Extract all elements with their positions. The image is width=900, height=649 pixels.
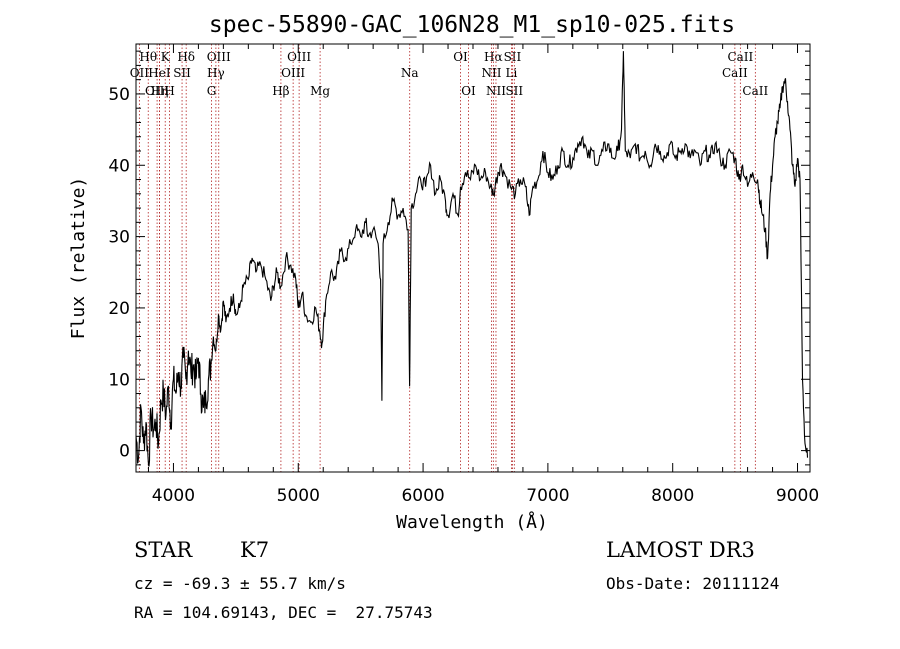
axis-ticks: 4000 5000 6000 7000 8000 9000 0 10 20 30 40 50: [108, 44, 819, 506]
line-marker-label-10: Hγ: [207, 66, 225, 80]
x-tick-label-2: 6000: [401, 486, 444, 506]
line-marker-label-21: NII: [481, 66, 501, 80]
line-marker-label-0: Hθ: [139, 50, 157, 64]
coordinates: RA = 104.69143, DEC = 27.75743: [134, 603, 433, 622]
line-marker-label-13: OIII: [281, 66, 305, 80]
x-tick-label-0: 4000: [152, 486, 195, 506]
line-marker-label-22: Li: [506, 66, 518, 80]
y-axis-label: Flux (relative): [68, 177, 89, 340]
line-marker-label-27: CaII: [742, 84, 768, 98]
observation-date: Obs-Date: 20111124: [606, 574, 780, 593]
object-class: STAR: [134, 538, 193, 562]
line-marker-label-17: OI: [453, 50, 468, 64]
x-tick-label-3: 7000: [526, 486, 569, 506]
flux-series: [135, 51, 809, 467]
line-marker-label-18: OI: [461, 84, 476, 98]
y-tick-label-4: 40: [108, 156, 130, 176]
x-axis-label: Wavelength (Å): [396, 511, 548, 533]
line-marker-label-23: NII: [486, 84, 506, 98]
plot-frame: [135, 43, 811, 473]
line-marker-label-8: SII: [173, 66, 191, 80]
survey-name: LAMOST DR3: [606, 538, 755, 562]
line-marker-label-4: K: [161, 50, 171, 64]
line-marker-label-12: OIII: [287, 50, 311, 64]
x-tick-label-5: 9000: [776, 486, 819, 506]
chart-title: spec-55890-GAC_106N28_M1_sp10-025.fits: [209, 12, 735, 38]
line-marker-label-5: HeI: [148, 66, 171, 80]
line-marker-label-20: SII: [504, 50, 522, 64]
x-tick-label-1: 5000: [277, 486, 320, 506]
redshift-velocity: cz = -69.3 ± 55.7 km/s: [134, 574, 346, 593]
line-marker-label-6: H: [164, 84, 174, 98]
y-tick-label-3: 30: [108, 228, 130, 248]
y-tick-label-0: 0: [119, 442, 130, 462]
object-subclass: K7: [240, 538, 270, 562]
line-marker-label-14: Hβ: [272, 84, 289, 98]
line-marker-label-15: Mg: [310, 84, 330, 98]
y-tick-label-1: 10: [108, 370, 130, 390]
line-marker-label-16: Na: [401, 66, 419, 80]
line-marker-label-25: CaII: [727, 50, 753, 64]
y-tick-label-5: 50: [108, 85, 130, 105]
y-tick-label-2: 20: [108, 299, 130, 319]
line-marker-label-19: Hα: [484, 50, 503, 64]
line-marker-label-24: SII: [505, 84, 523, 98]
x-tick-label-4: 8000: [651, 486, 694, 506]
line-marker-label-7: Hδ: [177, 50, 195, 64]
line-marker-label-11: G: [207, 84, 217, 98]
line-marker-label-2: OIII: [145, 84, 169, 98]
line-marker-label-1: OII: [130, 66, 150, 80]
line-marker-label-9: OIII: [207, 50, 231, 64]
flux-line: [135, 51, 809, 467]
line-marker-label-26: CaII: [722, 66, 748, 80]
